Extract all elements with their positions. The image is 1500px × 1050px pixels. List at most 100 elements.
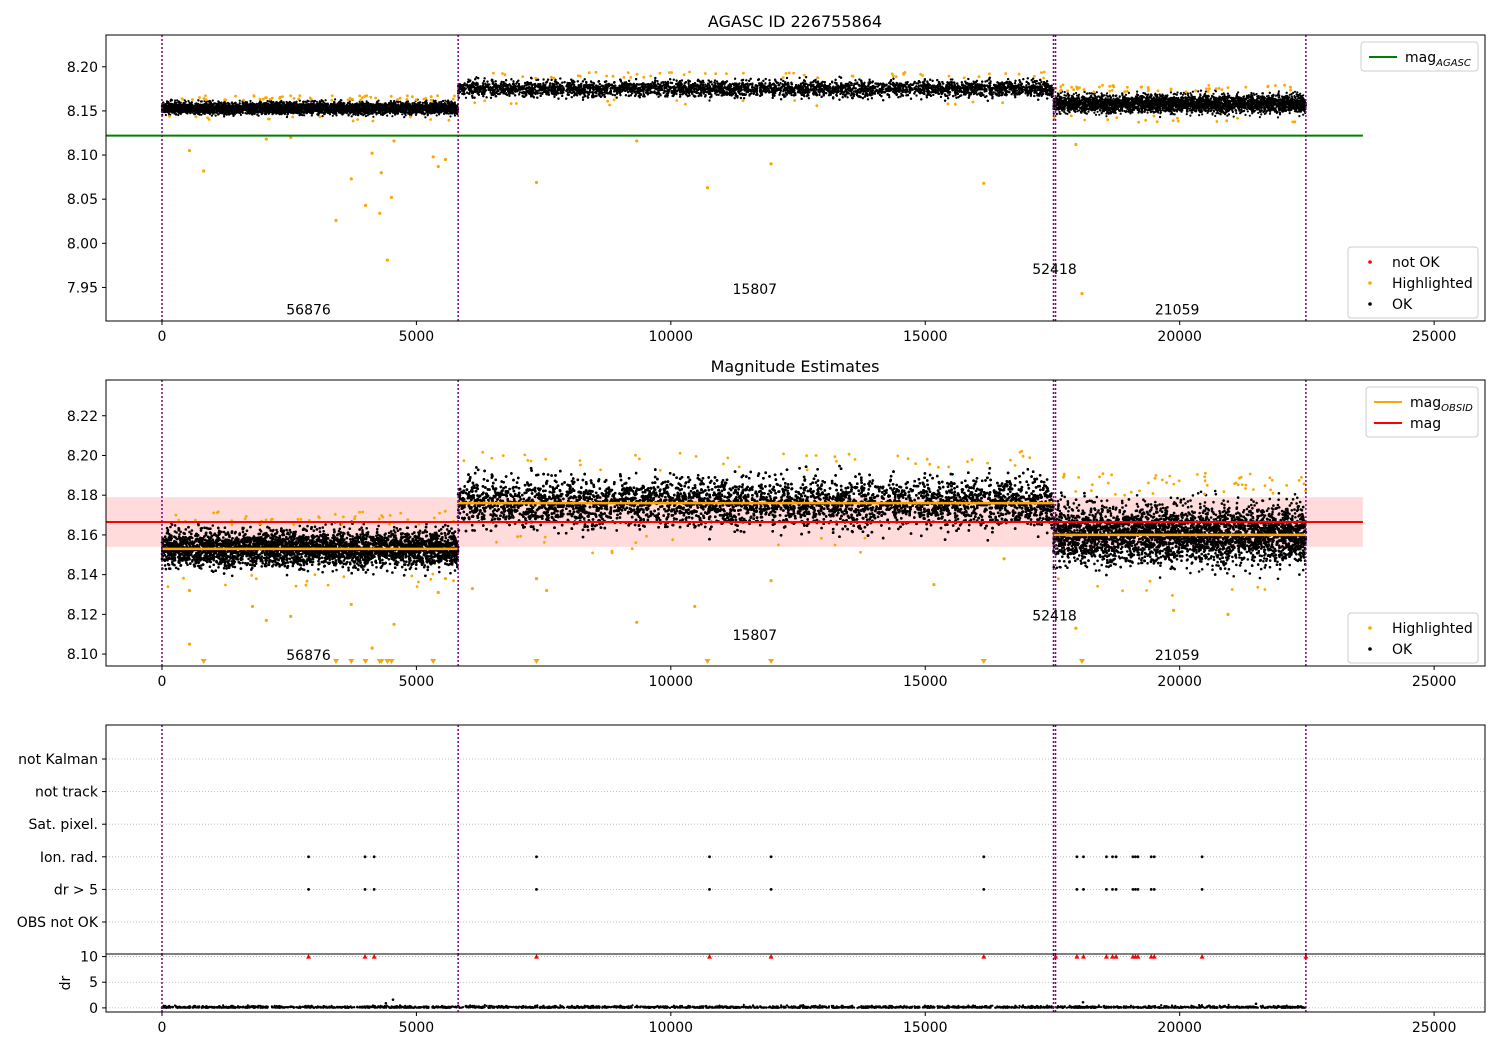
ok-point <box>363 111 366 114</box>
ok-point <box>211 99 214 102</box>
ok-point <box>335 112 338 115</box>
ok-point <box>345 107 348 110</box>
ok-point <box>430 111 433 115</box>
ok-point <box>229 107 232 110</box>
ok-point <box>447 106 450 110</box>
ok-point <box>168 105 171 109</box>
ok-point <box>350 106 353 109</box>
ok-point <box>382 109 385 112</box>
ok-point <box>385 104 388 107</box>
ok-point <box>336 104 339 107</box>
ok-point <box>358 106 361 109</box>
ok-point <box>240 108 243 111</box>
ok-point <box>324 108 327 111</box>
ok-point <box>228 113 231 116</box>
ok-point <box>434 102 437 105</box>
ok-point <box>414 113 418 116</box>
ok-point <box>341 103 344 106</box>
ok-point <box>380 107 383 110</box>
ok-point <box>381 105 384 108</box>
ok-point <box>227 104 230 107</box>
ok-point <box>169 99 172 103</box>
ok-point <box>211 110 214 113</box>
ok-point <box>310 100 313 103</box>
chart-title: AGASC ID 226755864 <box>708 12 882 31</box>
ok-point <box>269 106 273 109</box>
ok-point <box>181 108 184 111</box>
ok-point <box>304 105 307 108</box>
ok-point <box>203 112 206 115</box>
ok-point <box>306 99 309 102</box>
ok-point <box>254 108 257 111</box>
ok-point <box>258 109 261 112</box>
ok-point <box>184 100 187 103</box>
ok-point <box>361 113 364 116</box>
ok-point <box>173 103 176 106</box>
ok-point <box>289 107 292 110</box>
ok-point <box>204 102 207 105</box>
ok-point <box>268 100 271 103</box>
ok-point <box>313 103 316 106</box>
ok-point <box>401 113 404 116</box>
ok-point <box>423 112 426 115</box>
ok-point <box>311 108 314 111</box>
ok-point <box>189 105 192 108</box>
ok-point <box>194 107 197 110</box>
ok-point <box>354 113 357 116</box>
ok-point <box>441 104 444 107</box>
ok-point <box>403 116 406 119</box>
ok-point <box>216 103 219 106</box>
ok-point <box>187 110 190 113</box>
ok-point <box>210 114 213 117</box>
ok-point <box>408 105 411 109</box>
ok-point <box>198 109 201 112</box>
ok-point <box>453 109 456 112</box>
ok-point <box>386 114 389 117</box>
ok-point <box>190 101 193 104</box>
ok-point <box>195 104 198 107</box>
ok-point <box>271 113 274 116</box>
ok-point <box>231 110 235 113</box>
ok-point <box>218 102 221 105</box>
ok-point <box>245 104 248 107</box>
ok-point <box>398 108 401 111</box>
ok-point <box>353 103 356 106</box>
ok-point <box>331 114 334 117</box>
ok-point <box>427 106 430 109</box>
ok-point <box>383 102 386 105</box>
ok-point <box>346 109 349 112</box>
ok-point <box>230 101 233 104</box>
ok-point <box>416 104 419 107</box>
ok-point <box>273 103 276 106</box>
ok-point <box>369 103 372 106</box>
ok-point <box>356 114 360 117</box>
ok-point <box>320 106 323 109</box>
ok-point <box>249 103 252 106</box>
ok-point <box>234 104 237 107</box>
ok-point <box>200 113 203 116</box>
ok-point <box>323 103 326 107</box>
ok-point <box>303 114 306 117</box>
ok-point <box>292 107 295 110</box>
ok-point <box>338 106 341 109</box>
ok-point <box>280 110 283 113</box>
ok-point <box>327 112 331 115</box>
ok-point <box>256 113 259 116</box>
ok-points <box>160 75 1307 119</box>
ok-point <box>177 107 180 110</box>
ok-point <box>438 105 441 108</box>
ok-point <box>376 100 379 103</box>
ok-point <box>350 115 353 118</box>
ok-point <box>261 112 264 115</box>
ok-point <box>423 104 426 107</box>
ok-point <box>183 109 186 112</box>
ok-point <box>349 112 352 115</box>
ok-point <box>384 109 387 112</box>
ok-point <box>378 109 381 112</box>
ok-point <box>298 104 302 107</box>
ok-point <box>439 111 442 114</box>
ok-point <box>224 102 227 105</box>
ok-point <box>315 100 318 103</box>
ok-point <box>387 110 390 113</box>
ok-point <box>417 101 420 104</box>
